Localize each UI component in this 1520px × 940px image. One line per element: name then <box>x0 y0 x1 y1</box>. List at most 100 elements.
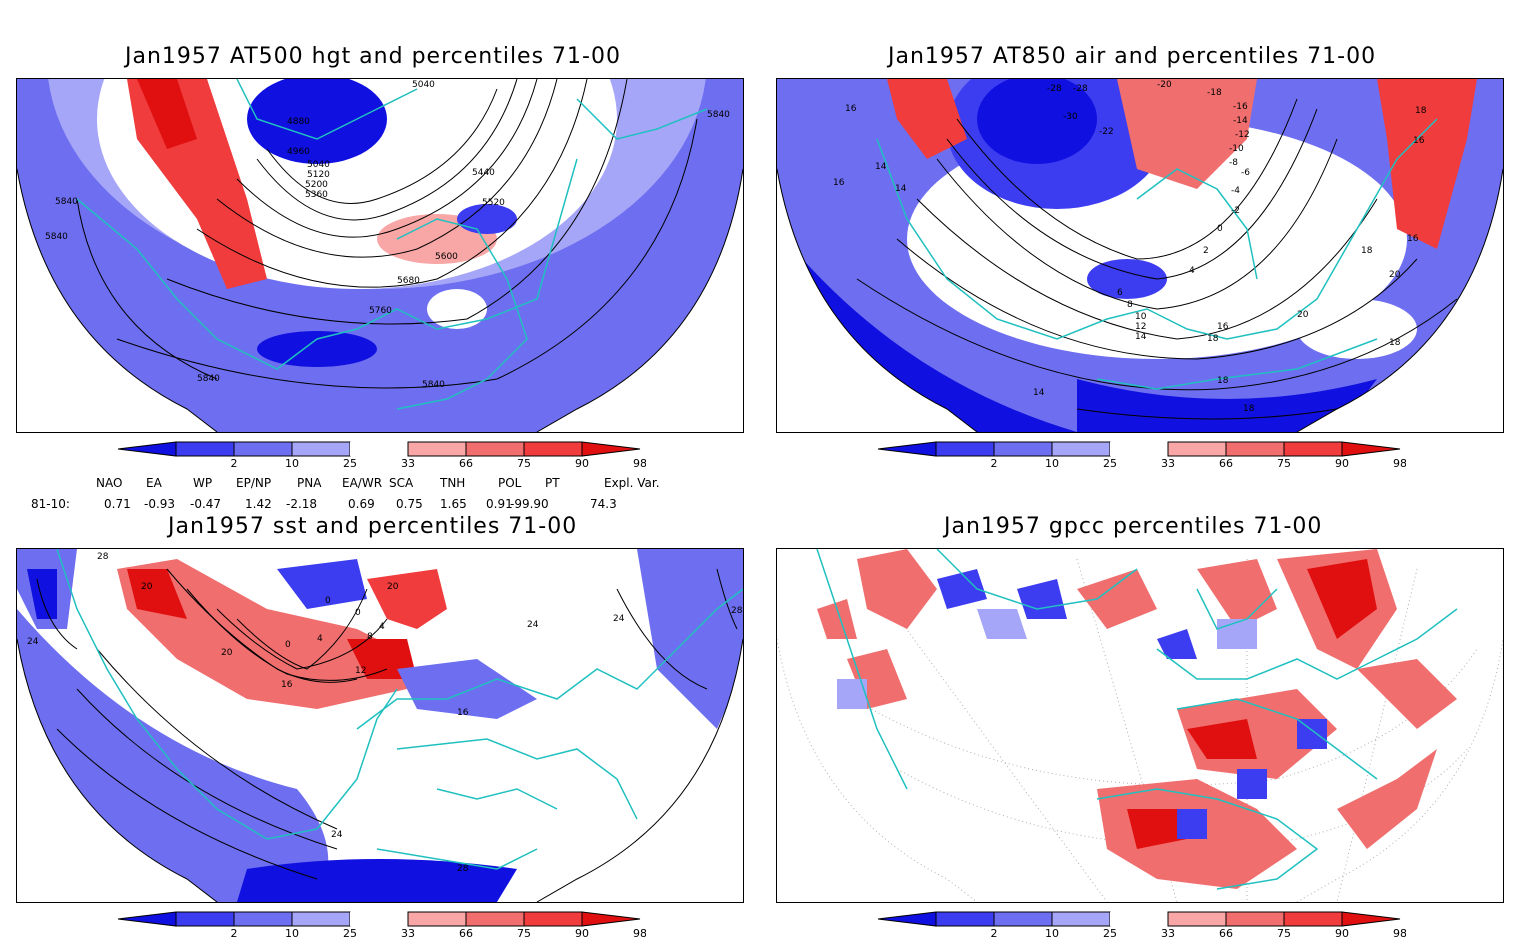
colorbar-tick-label: 90 <box>1335 457 1349 468</box>
svg-text:28: 28 <box>97 552 109 562</box>
index-header: POL <box>498 476 522 490</box>
colorbar-tick-label: 98 <box>1393 457 1406 468</box>
svg-text:12: 12 <box>1135 322 1146 332</box>
colorbar-segment <box>350 912 408 926</box>
svg-text:16: 16 <box>281 680 293 690</box>
index-value: 0.75 <box>396 497 423 511</box>
colorbar-tick-label: 10 <box>285 927 299 938</box>
index-value: -99.90 <box>510 497 549 511</box>
colorbar-tick-label: 25 <box>343 457 357 468</box>
svg-text:18: 18 <box>1361 246 1373 256</box>
panel-title-air: Jan1957 AT850 air and percentiles 71-00 <box>888 44 1377 69</box>
colorbar-bottom-left: 2 10 25 33 66 75 90 98 <box>117 911 646 938</box>
colorbar-segment <box>350 442 408 456</box>
map-panel-hgt: 5040 4880 4960 5040 5120 5200 5360 5440 5520 5… <box>16 78 744 433</box>
svg-text:-28: -28 <box>1047 84 1062 94</box>
svg-text:16: 16 <box>833 178 845 188</box>
colorbar-tick-label: 90 <box>1335 927 1349 938</box>
svg-text:4: 4 <box>379 622 385 632</box>
colorbar-arrow-high <box>581 911 641 927</box>
svg-text:12: 12 <box>355 666 366 676</box>
colorbar-segment <box>175 441 235 457</box>
colorbar-segment <box>1225 911 1285 927</box>
svg-text:5600: 5600 <box>435 252 458 262</box>
index-header: Expl. Var. <box>604 476 660 490</box>
svg-text:20: 20 <box>1389 270 1401 280</box>
svg-text:-4: -4 <box>1231 186 1240 196</box>
colorbar-tick-label: 25 <box>1103 927 1117 938</box>
svg-text:5760: 5760 <box>369 306 392 316</box>
colorbar-tick-label: 33 <box>401 927 415 938</box>
colorbar-segment <box>233 441 293 457</box>
colorbar-segment <box>1110 442 1168 456</box>
colorbar-tick-label: 33 <box>1161 457 1175 468</box>
colorbar-tick-label: 2 <box>231 457 238 468</box>
svg-text:16: 16 <box>457 708 469 718</box>
svg-text:20: 20 <box>221 648 233 658</box>
index-value: 0.71 <box>104 497 131 511</box>
index-value: 0.69 <box>348 497 375 511</box>
svg-text:18: 18 <box>1243 404 1255 414</box>
colorbar-tick-label: 10 <box>1045 927 1059 938</box>
svg-text:-12: -12 <box>1235 130 1250 140</box>
svg-text:18: 18 <box>1207 334 1219 344</box>
colorbar-arrow-high <box>581 441 641 457</box>
svg-text:5840: 5840 <box>55 197 78 207</box>
svg-text:5520: 5520 <box>482 198 505 208</box>
index-value: 0.91 <box>486 497 513 511</box>
svg-text:5040: 5040 <box>412 80 435 90</box>
index-header: NAO <box>96 476 123 490</box>
colorbar-tick-label: 10 <box>1045 457 1059 468</box>
svg-text:5440: 5440 <box>472 168 495 178</box>
colorbar-segment <box>1283 441 1343 457</box>
air-map: -28 -28-30 -22-20-18 -16-14-12 -10-8-6 -4… <box>777 79 1503 432</box>
svg-text:0: 0 <box>325 596 331 606</box>
colorbar-tick-label: 98 <box>1393 927 1406 938</box>
svg-text:14: 14 <box>1033 388 1045 398</box>
colorbar-tick-label: 98 <box>633 457 646 468</box>
colorbar-tick-label: 25 <box>1103 457 1117 468</box>
svg-text:8: 8 <box>367 632 373 642</box>
colorbar-segment <box>407 911 467 927</box>
colorbar-segment <box>291 911 351 927</box>
index-header: WP <box>193 476 213 490</box>
colorbar-tick-label: 33 <box>1161 927 1175 938</box>
svg-text:20: 20 <box>1297 310 1309 320</box>
svg-text:18: 18 <box>1415 106 1427 116</box>
colorbar-tick-label: 75 <box>1277 927 1291 938</box>
indices-table: NAO EA WP EP/NP PNA EA/WR SCA TNH POL PT… <box>0 476 760 516</box>
colorbar-segment <box>993 911 1053 927</box>
panel-title-gpcc: Jan1957 gpcc percentiles 71-00 <box>944 514 1323 539</box>
gpcc-map <box>777 549 1503 902</box>
air-contour-labels: -28 -28-30 -22-20-18 -16-14-12 -10-8-6 -4… <box>833 80 1427 414</box>
colorbar-tick-label: 75 <box>517 457 531 468</box>
map-panel-gpcc <box>776 548 1504 903</box>
svg-text:5040: 5040 <box>307 160 330 170</box>
colorbar-arrow-low <box>117 441 177 457</box>
index-value: -0.47 <box>190 497 222 511</box>
svg-text:4: 4 <box>317 634 323 644</box>
svg-text:18: 18 <box>1389 338 1401 348</box>
index-value: 74.3 <box>590 497 617 511</box>
svg-text:10: 10 <box>1135 312 1147 322</box>
svg-text:4880: 4880 <box>287 117 310 127</box>
colorbar-arrow-high <box>1341 441 1401 457</box>
svg-text:28: 28 <box>731 606 743 616</box>
colorbar-arrow-high <box>1341 911 1401 927</box>
colorbar-segment <box>523 441 583 457</box>
colorbar-segment <box>1110 912 1168 926</box>
colorbar-arrow-low <box>877 441 937 457</box>
colorbar-segment <box>523 911 583 927</box>
map-panel-air: -28 -28 -30 -22 -20 -18 -16 -14 -12 -10 -8 -6 -4… <box>776 78 1504 433</box>
colorbar-tick-label: 10 <box>285 457 299 468</box>
svg-text:28: 28 <box>457 864 469 874</box>
colorbar-segment <box>935 441 995 457</box>
svg-text:-28: -28 <box>1073 84 1088 94</box>
svg-text:-6: -6 <box>1241 168 1250 178</box>
colorbar-tick-label: 75 <box>1277 457 1291 468</box>
svg-text:-30: -30 <box>1063 112 1078 122</box>
colorbar-tick-label: 2 <box>231 927 238 938</box>
svg-text:8: 8 <box>1127 300 1133 310</box>
colorbar-segment <box>175 911 235 927</box>
